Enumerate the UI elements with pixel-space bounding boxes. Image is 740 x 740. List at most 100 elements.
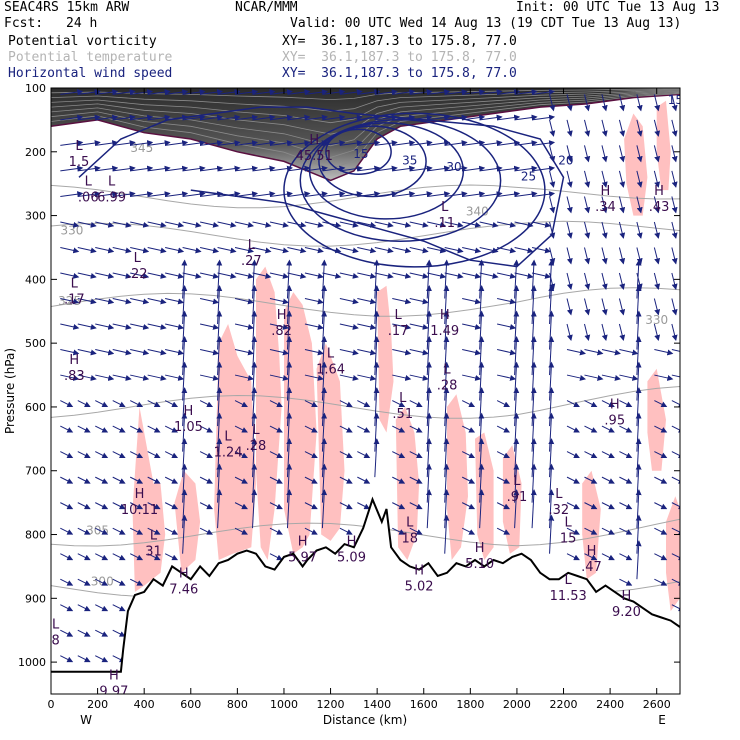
wind-vector bbox=[95, 221, 115, 228]
valid-time: Valid: 00 UTC Wed 14 Aug 13 (19 CDT Tue … bbox=[290, 16, 682, 31]
wind-vector bbox=[653, 94, 661, 112]
wind-vector bbox=[392, 246, 412, 254]
wind-vector bbox=[584, 94, 591, 112]
updraft-vector bbox=[635, 310, 642, 350]
wind-vector bbox=[95, 298, 115, 305]
wind-vector bbox=[269, 272, 289, 279]
pv-shade-region bbox=[395, 406, 420, 560]
wind-vector bbox=[584, 170, 591, 188]
pv-extremum: L.51 bbox=[392, 391, 413, 422]
wind-contour bbox=[325, 128, 392, 175]
updraft-vector bbox=[321, 463, 328, 503]
updraft-vector bbox=[425, 463, 432, 503]
wind-vector bbox=[129, 527, 144, 535]
wind-vector bbox=[392, 425, 406, 433]
wind-vector bbox=[130, 140, 154, 147]
wind-vector bbox=[654, 349, 674, 356]
wind-vector bbox=[77, 400, 91, 408]
wind-vector bbox=[357, 298, 377, 305]
updraft-vector bbox=[443, 387, 450, 427]
wind-contour bbox=[299, 118, 502, 243]
wind-vector bbox=[234, 400, 248, 408]
wind-vector bbox=[497, 89, 521, 96]
legend-pv-label: Potential vorticity bbox=[8, 34, 157, 49]
wind-vector bbox=[165, 246, 185, 254]
wind-vector bbox=[409, 502, 423, 510]
updraft-vector bbox=[286, 412, 293, 452]
updraft-vector bbox=[181, 438, 188, 478]
wind-vector bbox=[147, 527, 161, 535]
updraft-vector bbox=[286, 285, 293, 325]
x-tick-label: 600 bbox=[180, 698, 201, 711]
wind-vector bbox=[653, 247, 661, 265]
wind-vector bbox=[147, 272, 167, 279]
wind-vector bbox=[549, 196, 556, 214]
wind-vector bbox=[618, 94, 626, 112]
updraft-vector bbox=[635, 259, 642, 299]
pv-extremum-type: H bbox=[69, 353, 79, 368]
wind-vector bbox=[77, 629, 91, 637]
wind-vector bbox=[392, 527, 406, 535]
pv-extremum-value: .22 bbox=[127, 267, 148, 282]
wind-vector bbox=[269, 221, 289, 228]
wind-vector bbox=[129, 553, 144, 561]
pv-extremum-value: .95 bbox=[604, 414, 625, 429]
wind-vector bbox=[549, 145, 556, 163]
wind-vector bbox=[357, 425, 371, 433]
updraft-vector bbox=[321, 310, 328, 350]
wind-vector bbox=[164, 553, 179, 561]
wind-vector bbox=[130, 374, 150, 381]
wind-vector bbox=[322, 140, 346, 147]
pv-extremum-type: L bbox=[394, 308, 402, 323]
wind-vector bbox=[112, 165, 136, 172]
wind-vector bbox=[60, 140, 84, 147]
pv-extremum-type: L bbox=[52, 618, 60, 633]
wind-vector bbox=[357, 140, 381, 147]
pv-extremum-value: 1.64 bbox=[316, 362, 345, 377]
wind-vector bbox=[287, 165, 311, 172]
pv-extremum: H9.20 bbox=[612, 589, 641, 620]
pv-extremum: H1.05 bbox=[174, 404, 203, 435]
pv-extremum-value: .51 bbox=[392, 407, 413, 422]
strat-isentrope bbox=[51, 90, 680, 124]
pv-extremum: L.11 bbox=[434, 200, 455, 231]
wind-vector bbox=[269, 476, 283, 484]
y-tick-label: 600 bbox=[25, 401, 46, 414]
wind-vector bbox=[339, 221, 359, 228]
pv-extremum: L.28 bbox=[246, 423, 267, 454]
wind-vector bbox=[304, 349, 324, 356]
legend-pv-xy: XY= 36.1,187.3 to 175.8, 77.0 bbox=[282, 34, 517, 49]
wind-vector bbox=[427, 114, 451, 121]
wind-vector bbox=[654, 451, 668, 459]
wind-vector bbox=[409, 89, 433, 96]
updraft-vector bbox=[181, 514, 188, 554]
wind-vector bbox=[584, 451, 598, 459]
east-label: E bbox=[658, 713, 666, 727]
pv-extremum: L1.24 bbox=[214, 429, 243, 460]
wind-vector bbox=[112, 629, 126, 637]
wind-vector bbox=[182, 89, 206, 96]
pv-shade-region bbox=[647, 368, 666, 471]
updraft-vector bbox=[181, 361, 188, 401]
wind-vector bbox=[252, 272, 272, 279]
wind-vector bbox=[77, 527, 91, 535]
wind-vector bbox=[601, 527, 615, 535]
updraft-vector bbox=[530, 412, 537, 452]
wind-vector bbox=[199, 221, 220, 228]
wind-vector bbox=[130, 221, 150, 228]
wind-vector bbox=[95, 553, 109, 561]
wind-vector bbox=[147, 502, 161, 510]
wind-vector bbox=[112, 451, 126, 459]
pv-extremum-value: 8 bbox=[52, 634, 60, 649]
updraft-vector bbox=[181, 285, 188, 325]
wind-vector bbox=[409, 272, 429, 279]
updraft-vector bbox=[251, 438, 258, 478]
pv-extremum-value: 45.51 bbox=[296, 149, 333, 164]
wind-vector bbox=[461, 502, 476, 510]
updraft-vector bbox=[286, 489, 293, 529]
wind-vector bbox=[339, 191, 363, 198]
wind-vector bbox=[339, 114, 363, 121]
wind-vector bbox=[427, 165, 451, 172]
updraft-vector bbox=[251, 463, 258, 503]
